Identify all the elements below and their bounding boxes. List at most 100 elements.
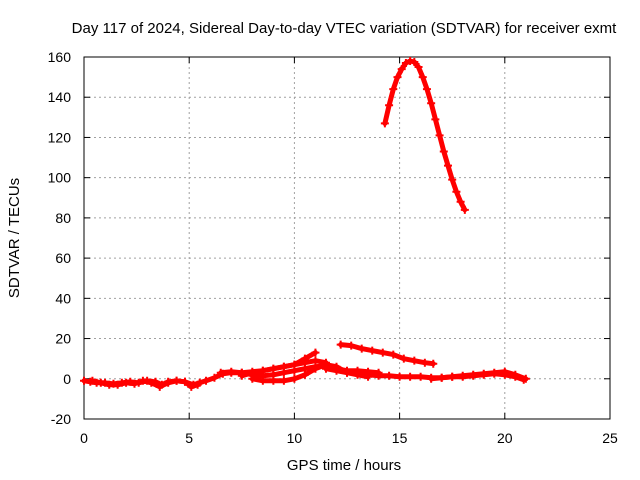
data-point — [290, 374, 299, 383]
data-point — [456, 197, 465, 206]
data-point — [389, 350, 398, 359]
series-arc-high — [380, 57, 469, 214]
x-tick-label: 0 — [80, 430, 88, 446]
data-point — [80, 376, 88, 385]
data-point — [300, 370, 309, 379]
data-point — [258, 376, 267, 385]
data-point — [138, 376, 147, 385]
data-point — [460, 205, 469, 214]
data-point — [385, 101, 394, 110]
data-marks — [80, 57, 530, 391]
series-arc-7 — [427, 367, 530, 383]
data-point — [479, 369, 488, 378]
data-point — [193, 380, 202, 389]
data-point — [427, 374, 436, 383]
data-point — [237, 371, 246, 380]
y-tick-label: 140 — [48, 89, 72, 105]
data-point — [374, 371, 383, 380]
data-point — [437, 373, 446, 382]
data-point — [343, 368, 351, 377]
data-point — [216, 368, 225, 377]
chart-title: Day 117 of 2024, Sidereal Day-to-day VTE… — [72, 20, 617, 37]
data-point — [410, 58, 419, 67]
x-tick-label: 15 — [392, 430, 408, 446]
y-tick-label: 20 — [55, 331, 71, 347]
y-tick-label: 60 — [55, 250, 71, 266]
data-point — [490, 368, 499, 377]
data-point — [385, 371, 394, 380]
data-point — [378, 348, 387, 357]
data-point — [431, 115, 440, 124]
y-axis: -20 0 20 40 60 80 100 120 140 160 — [48, 49, 610, 427]
data-point — [427, 99, 436, 108]
data-point — [353, 369, 362, 378]
data-point — [164, 378, 173, 387]
data-point — [147, 378, 156, 387]
series-arc-5 — [336, 340, 438, 368]
data-point — [448, 372, 457, 381]
plot-frame — [83, 56, 611, 420]
data-point — [113, 380, 122, 389]
data-point — [311, 364, 320, 373]
x-tick-label: 25 — [602, 430, 618, 446]
data-point — [300, 358, 309, 367]
x-tick-label: 20 — [497, 430, 513, 446]
data-point — [399, 354, 408, 363]
data-point — [521, 374, 530, 383]
data-point — [210, 373, 219, 382]
data-point — [393, 73, 402, 82]
series-arc-1 — [88, 376, 202, 391]
grid — [84, 57, 610, 419]
y-tick-label: 0 — [63, 371, 71, 387]
data-point — [155, 382, 164, 391]
data-point — [290, 360, 299, 369]
data-point — [500, 367, 509, 376]
y-tick-label: -20 — [51, 411, 71, 427]
data-point — [269, 364, 278, 373]
x-axis: 0 5 10 15 20 25 — [80, 57, 618, 446]
data-point — [397, 65, 406, 74]
data-point — [279, 376, 288, 385]
y-axis-label: SDTVAR / TECUs — [6, 178, 23, 298]
data-point — [410, 356, 419, 365]
data-point — [279, 362, 288, 371]
data-point — [258, 366, 267, 375]
series-trace — [382, 58, 468, 213]
data-point — [401, 59, 410, 68]
x-axis-label: GPS time / hours — [287, 457, 401, 474]
data-point — [357, 344, 366, 353]
data-point — [458, 371, 467, 380]
data-point — [130, 379, 139, 388]
data-point — [443, 161, 452, 170]
data-point — [469, 370, 478, 379]
data-point — [202, 376, 211, 385]
y-tick-label: 160 — [48, 49, 72, 65]
data-point — [248, 368, 257, 377]
data-point — [389, 85, 398, 94]
data-point — [172, 376, 181, 385]
data-point — [269, 376, 278, 385]
data-point — [416, 372, 425, 381]
data-point — [364, 370, 373, 379]
data-point — [406, 57, 415, 66]
data-point — [336, 340, 345, 349]
y-tick-label: 120 — [48, 129, 72, 145]
data-point — [448, 175, 457, 184]
data-point — [380, 119, 389, 128]
data-point — [429, 359, 438, 368]
data-point — [347, 341, 356, 350]
data-point — [311, 356, 320, 365]
data-point — [122, 378, 131, 387]
y-tick-label: 40 — [55, 290, 71, 306]
data-point — [187, 382, 196, 391]
data-point — [511, 370, 520, 379]
data-point — [414, 63, 423, 72]
data-point — [96, 378, 105, 387]
data-point — [332, 366, 341, 375]
series-trace — [428, 369, 529, 382]
data-point — [227, 367, 236, 376]
data-point — [105, 380, 114, 389]
data-point — [406, 372, 415, 381]
x-tick-label: 10 — [287, 430, 303, 446]
